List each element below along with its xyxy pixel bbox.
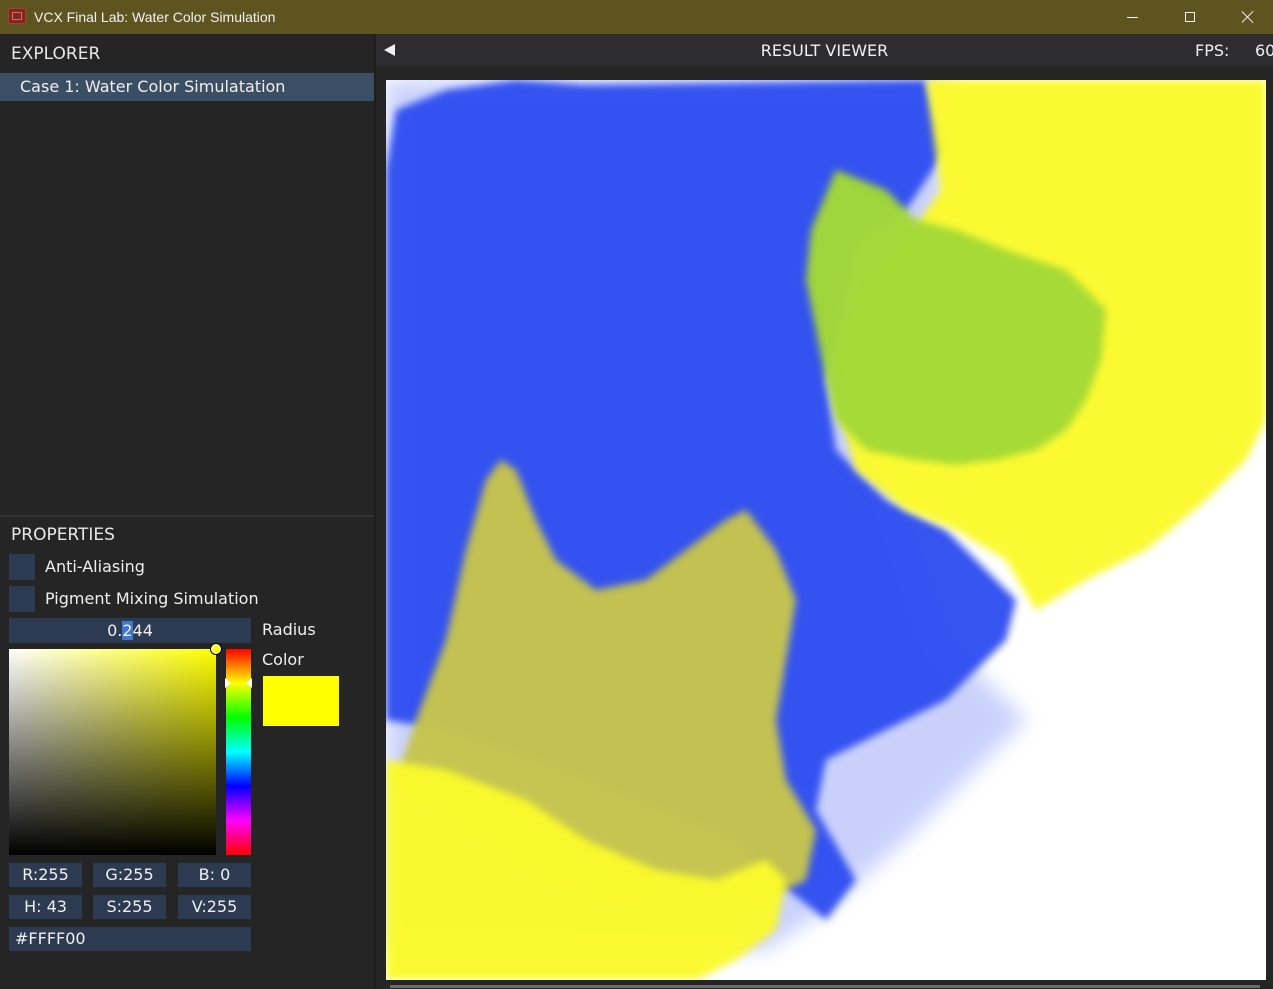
hue-slider[interactable] — [225, 649, 252, 855]
radius-label: Radius — [262, 620, 316, 639]
result-viewer — [376, 66, 1273, 989]
explorer-item-label: Case 1: Water Color Simulatation — [20, 77, 286, 96]
pigment-mixing-label: Pigment Mixing Simulation — [45, 589, 259, 608]
picker-cursor[interactable] — [211, 644, 221, 654]
green-paint-region — [806, 170, 1106, 465]
saturation-value-picker[interactable] — [9, 644, 221, 855]
color-label: Color — [262, 650, 304, 669]
pigment-mixing-checkbox[interactable] — [9, 586, 35, 612]
blue-field[interactable]: B: 0 — [178, 863, 251, 887]
close-icon — [1241, 10, 1255, 24]
explorer-item-case-1[interactable]: Case 1: Water Color Simulatation — [0, 73, 374, 101]
close-button[interactable] — [1219, 0, 1273, 34]
properties-header: PROPERTIES — [11, 525, 115, 545]
viewer-title: RESULT VIEWER — [760, 41, 889, 60]
panel-divider[interactable] — [0, 515, 374, 517]
hue-field[interactable]: H: 43 — [9, 895, 82, 919]
radius-value-part: 0. — [107, 621, 123, 640]
anti-aliasing-checkbox[interactable] — [9, 554, 35, 580]
explorer-header: EXPLORER — [11, 44, 101, 64]
paint-canvas[interactable] — [386, 80, 1266, 980]
fps-label: FPS: — [1195, 41, 1230, 60]
radius-slider[interactable]: 0.244 — [9, 618, 251, 643]
anti-aliasing-label: Anti-Aliasing — [45, 557, 145, 576]
minimize-icon — [1126, 16, 1138, 18]
viewer-header: RESULT VIEWER FPS: 60 — [376, 34, 1273, 66]
radius-value-part: 44 — [132, 621, 153, 640]
panel-splitter[interactable] — [374, 34, 376, 989]
window-title: VCX Final Lab: Water Color Simulation — [34, 9, 276, 25]
yellow-paint-region-bottom — [386, 760, 786, 980]
maximize-button[interactable] — [1161, 0, 1219, 34]
hue-marker-left-icon[interactable] — [225, 678, 231, 688]
green-field[interactable]: G:255 — [93, 863, 166, 887]
left-panel: EXPLORER Case 1: Water Color Simulatatio… — [0, 34, 374, 989]
color-swatch[interactable] — [263, 676, 339, 726]
fps-value: 60 — [1255, 41, 1273, 60]
minimize-button[interactable] — [1103, 0, 1161, 34]
value-field[interactable]: V:255 — [178, 895, 251, 919]
title-bar[interactable]: VCX Final Lab: Water Color Simulation — [0, 0, 1273, 34]
app-icon — [8, 8, 26, 24]
radius-value-selection: 2 — [122, 621, 133, 640]
hue-marker-right-icon[interactable] — [246, 678, 252, 688]
horizontal-scrollbar[interactable] — [390, 985, 1260, 988]
red-field[interactable]: R:255 — [9, 863, 82, 887]
collapse-panel-icon[interactable] — [384, 44, 395, 56]
maximize-icon — [1185, 12, 1195, 22]
saturation-field[interactable]: S:255 — [93, 895, 166, 919]
hex-input[interactable]: #FFFF00 — [9, 927, 251, 951]
watercolor-painting — [386, 80, 1266, 980]
